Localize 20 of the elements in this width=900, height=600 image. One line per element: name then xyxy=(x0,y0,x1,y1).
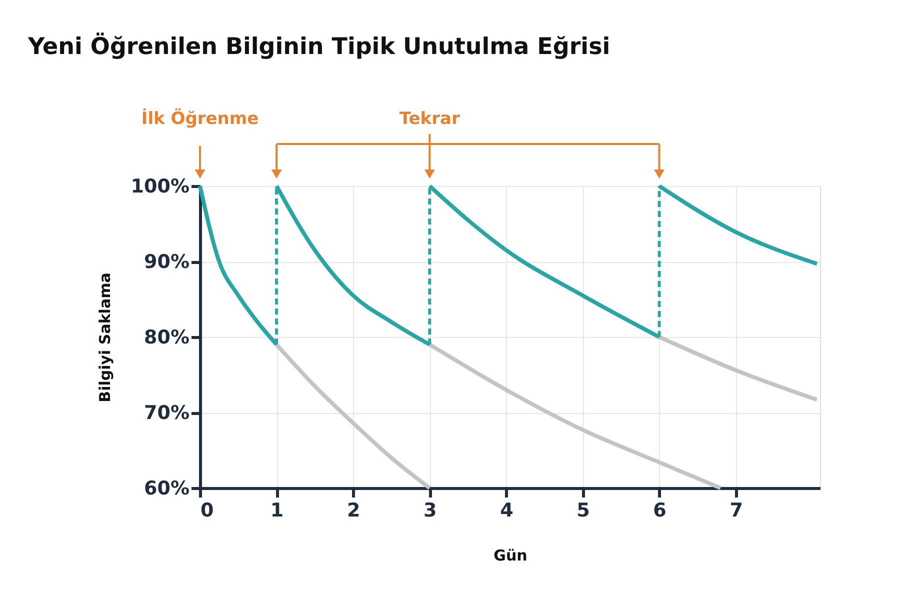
x-tick-label: 0 xyxy=(200,500,214,522)
x-tick-label: 1 xyxy=(270,500,284,522)
y-tick-label: 70% xyxy=(144,402,190,424)
line-series xyxy=(428,342,722,490)
x-tick-label: 3 xyxy=(424,500,437,522)
y-tick-label: 90% xyxy=(144,251,190,273)
y-tick-label: 60% xyxy=(144,478,190,500)
x-axis-title: Gün xyxy=(494,546,528,564)
y-tick-label: 80% xyxy=(144,326,190,348)
x-tick-label: 7 xyxy=(730,500,743,522)
x-tick-label: 5 xyxy=(576,500,590,522)
text: İlk Öğrenme xyxy=(141,108,259,129)
x-tick-label: 4 xyxy=(500,500,514,522)
x-tick-label: 6 xyxy=(653,500,666,522)
line-series xyxy=(274,342,432,490)
y-tick-label: 100% xyxy=(130,176,190,198)
x-tick-label: 2 xyxy=(346,500,360,522)
text: Tekrar xyxy=(399,109,460,129)
y-axis-title: Bilgiyi Saklama xyxy=(96,272,114,402)
chart-title: Yeni Öğrenilen Bilginin Tipik Unutulma Eğrisi xyxy=(27,32,610,60)
